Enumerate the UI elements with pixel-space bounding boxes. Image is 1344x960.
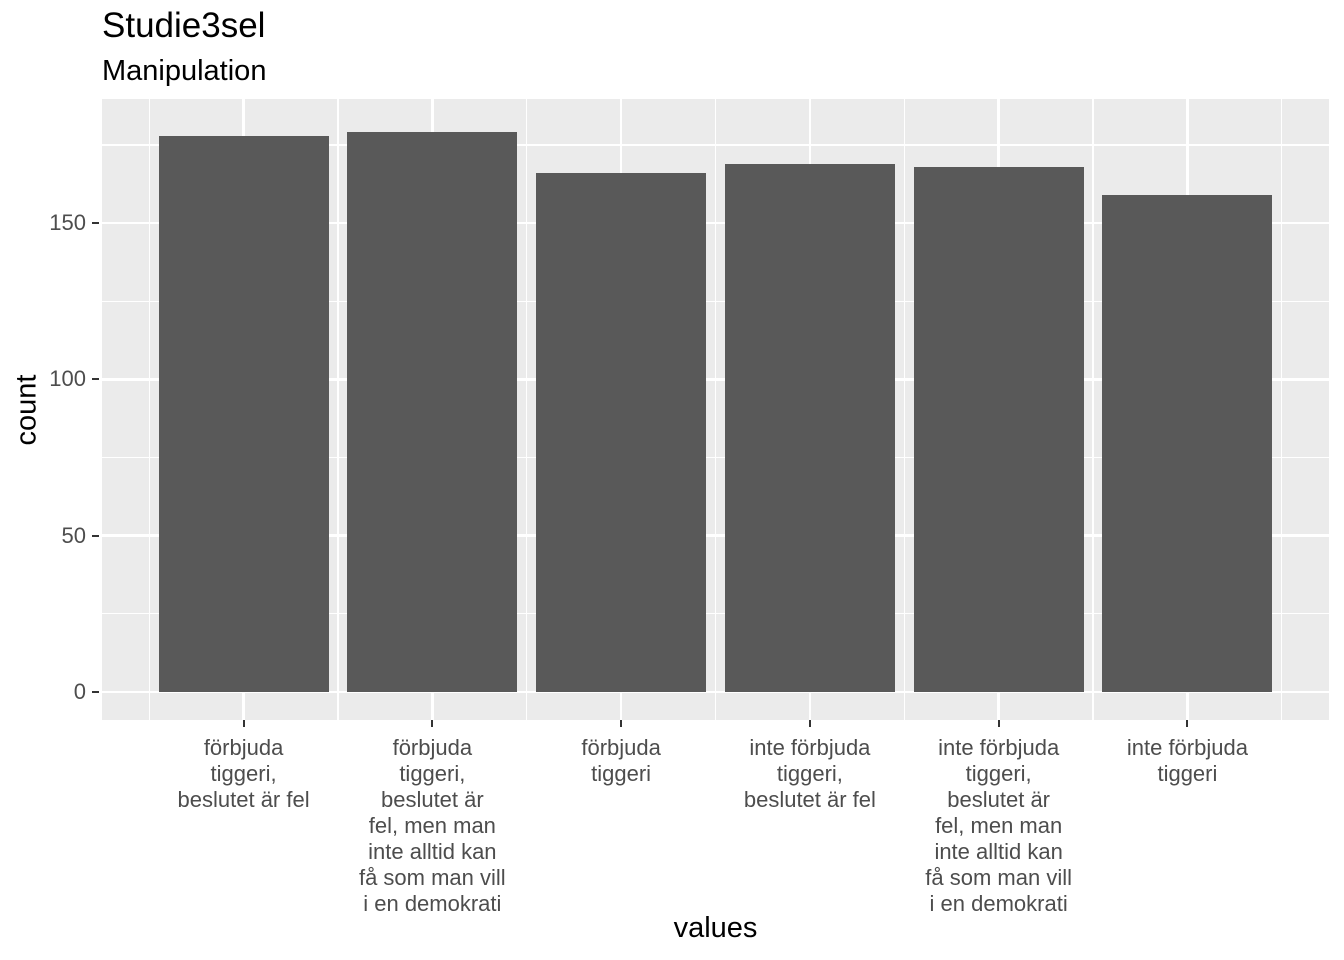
x-axis-tick [808,720,811,727]
x-axis-tick [242,720,245,727]
y-axis-tick-label: 150 [49,210,86,236]
minor-gridline-vertical [1281,99,1283,720]
x-axis-tick-label: förbjuda tiggeri, beslutet är fel [177,735,310,812]
minor-gridline-vertical [903,99,905,720]
x-axis-tick-label: förbjuda tiggeri [581,735,661,786]
y-axis-tick [92,378,99,381]
x-axis-tick-label: inte förbjuda tiggeri [1126,735,1248,786]
y-axis-tick-label: 100 [49,366,86,392]
x-axis-tick [997,720,1000,727]
bar [347,132,518,692]
bar [724,163,895,692]
chart-subtitle: Manipulation [102,55,267,87]
major-gridline-horizontal [102,534,1329,537]
x-axis-tick [620,720,623,727]
bar [158,135,329,692]
major-gridline-horizontal [102,378,1329,381]
x-axis-tick [1186,720,1189,727]
y-axis-tick [92,534,99,537]
minor-gridline-vertical [337,99,339,720]
x-axis-title: values [673,912,758,944]
x-axis-tick-label: inte förbjuda tiggeri, beslutet är fel [743,735,876,812]
x-axis-tick [431,720,434,727]
y-axis-tick-label: 0 [73,678,86,704]
minor-gridline-vertical [148,99,150,720]
major-gridline-horizontal [102,221,1329,225]
minor-gridline-vertical [1092,99,1094,720]
bar [1102,194,1273,692]
bar [913,166,1084,692]
y-axis-tick [92,690,99,693]
x-axis-tick-label: inte förbjuda tiggeri, beslutet är fel, … [925,735,1072,916]
minor-gridline-vertical [526,99,528,720]
x-axis-tick-label: förbjuda tiggeri, beslutet är fel, men m… [358,735,506,916]
minor-gridline-vertical [714,99,717,720]
chart-title: Studie3sel [102,6,266,45]
bar [536,173,707,692]
plot-panel [102,99,1329,720]
y-axis-tick [92,222,99,225]
y-axis-tick-label: 50 [61,522,86,548]
major-gridline-horizontal [102,690,1329,694]
